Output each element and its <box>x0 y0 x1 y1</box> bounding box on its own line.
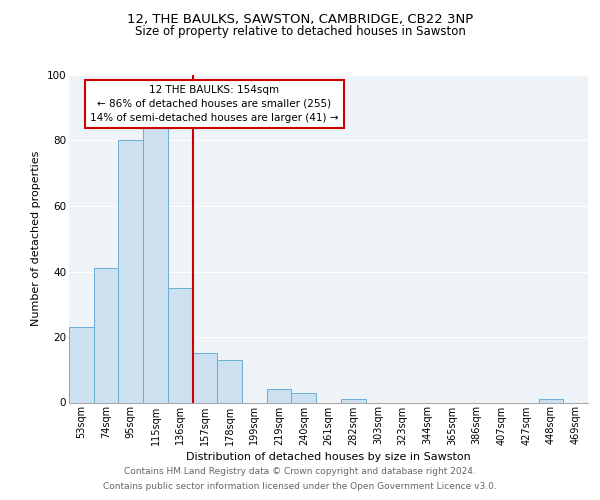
Bar <box>168 288 193 403</box>
Bar <box>143 128 168 402</box>
Text: 12, THE BAULKS, SAWSTON, CAMBRIDGE, CB22 3NP: 12, THE BAULKS, SAWSTON, CAMBRIDGE, CB22… <box>127 12 473 26</box>
Bar <box>217 360 242 403</box>
Text: Contains HM Land Registry data © Crown copyright and database right 2024.: Contains HM Land Registry data © Crown c… <box>124 467 476 476</box>
Bar <box>267 390 292 402</box>
Text: Contains public sector information licensed under the Open Government Licence v3: Contains public sector information licen… <box>103 482 497 491</box>
Y-axis label: Number of detached properties: Number of detached properties <box>31 151 41 326</box>
Bar <box>539 399 563 402</box>
Bar <box>292 392 316 402</box>
Bar <box>193 354 217 403</box>
Bar <box>69 327 94 402</box>
Text: Size of property relative to detached houses in Sawston: Size of property relative to detached ho… <box>134 25 466 38</box>
X-axis label: Distribution of detached houses by size in Sawston: Distribution of detached houses by size … <box>186 452 471 462</box>
Text: 12 THE BAULKS: 154sqm
← 86% of detached houses are smaller (255)
14% of semi-det: 12 THE BAULKS: 154sqm ← 86% of detached … <box>90 85 338 123</box>
Bar <box>94 268 118 402</box>
Bar <box>118 140 143 402</box>
Bar <box>341 399 365 402</box>
